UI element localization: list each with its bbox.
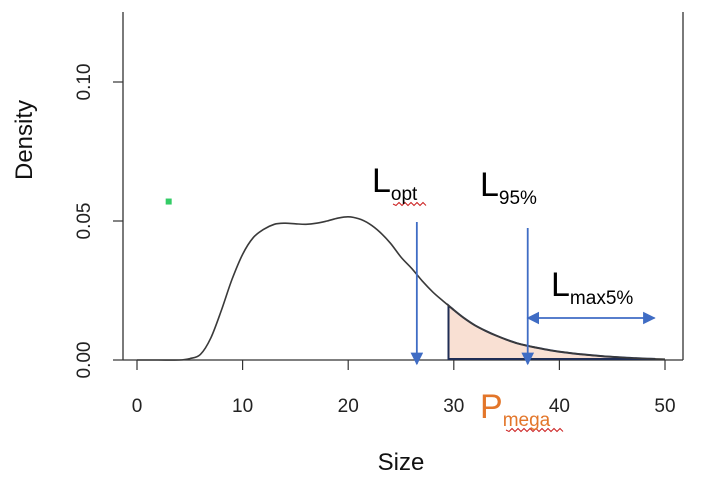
x-axis-title: Size (378, 449, 425, 476)
x-tick-label-20: 20 (338, 396, 359, 417)
l-opt-label-main: L (372, 162, 391, 200)
axis-ticks: 0 10 20 30 40 50 0.00 0.05 0.10 (74, 64, 676, 417)
curve-layer (137, 198, 666, 361)
l-95-label-main: L (480, 166, 499, 204)
x-tick-label-40: 40 (549, 396, 570, 417)
y-tick-label-0.05: 0.05 (74, 203, 95, 240)
p-mega-squiggle (505, 427, 564, 433)
l-max5-label-main: L (551, 266, 570, 304)
l-opt-label: Lopt (372, 162, 418, 205)
l-max5-label: Lmax5% (551, 266, 633, 309)
p-mega-label: Pmega (480, 388, 551, 431)
x-tick-label-50: 50 (654, 396, 675, 417)
l-opt-label-sub: opt (391, 184, 418, 205)
x-tick-label-0: 0 (132, 396, 143, 417)
x-tick-label-10: 10 (232, 396, 253, 417)
marker-point (165, 198, 172, 205)
x-tick-label-30: 30 (443, 396, 464, 417)
l-95-label-sub: 95% (499, 188, 537, 209)
p-mega-label-main: P (480, 388, 503, 426)
l-max5-label-sub: max5% (570, 288, 633, 309)
y-tick-label-0.10: 0.10 (74, 64, 95, 101)
y-axis-title: Density (11, 100, 38, 180)
l-opt-squiggle (392, 201, 427, 207)
density-curve (137, 215, 666, 361)
arrow-layer (410, 222, 656, 366)
p-mega-label-sub: mega (503, 410, 551, 431)
y-tick-label-0.00: 0.00 (74, 342, 95, 379)
l-95-label: L95% (480, 166, 537, 209)
label-layer (392, 201, 564, 433)
